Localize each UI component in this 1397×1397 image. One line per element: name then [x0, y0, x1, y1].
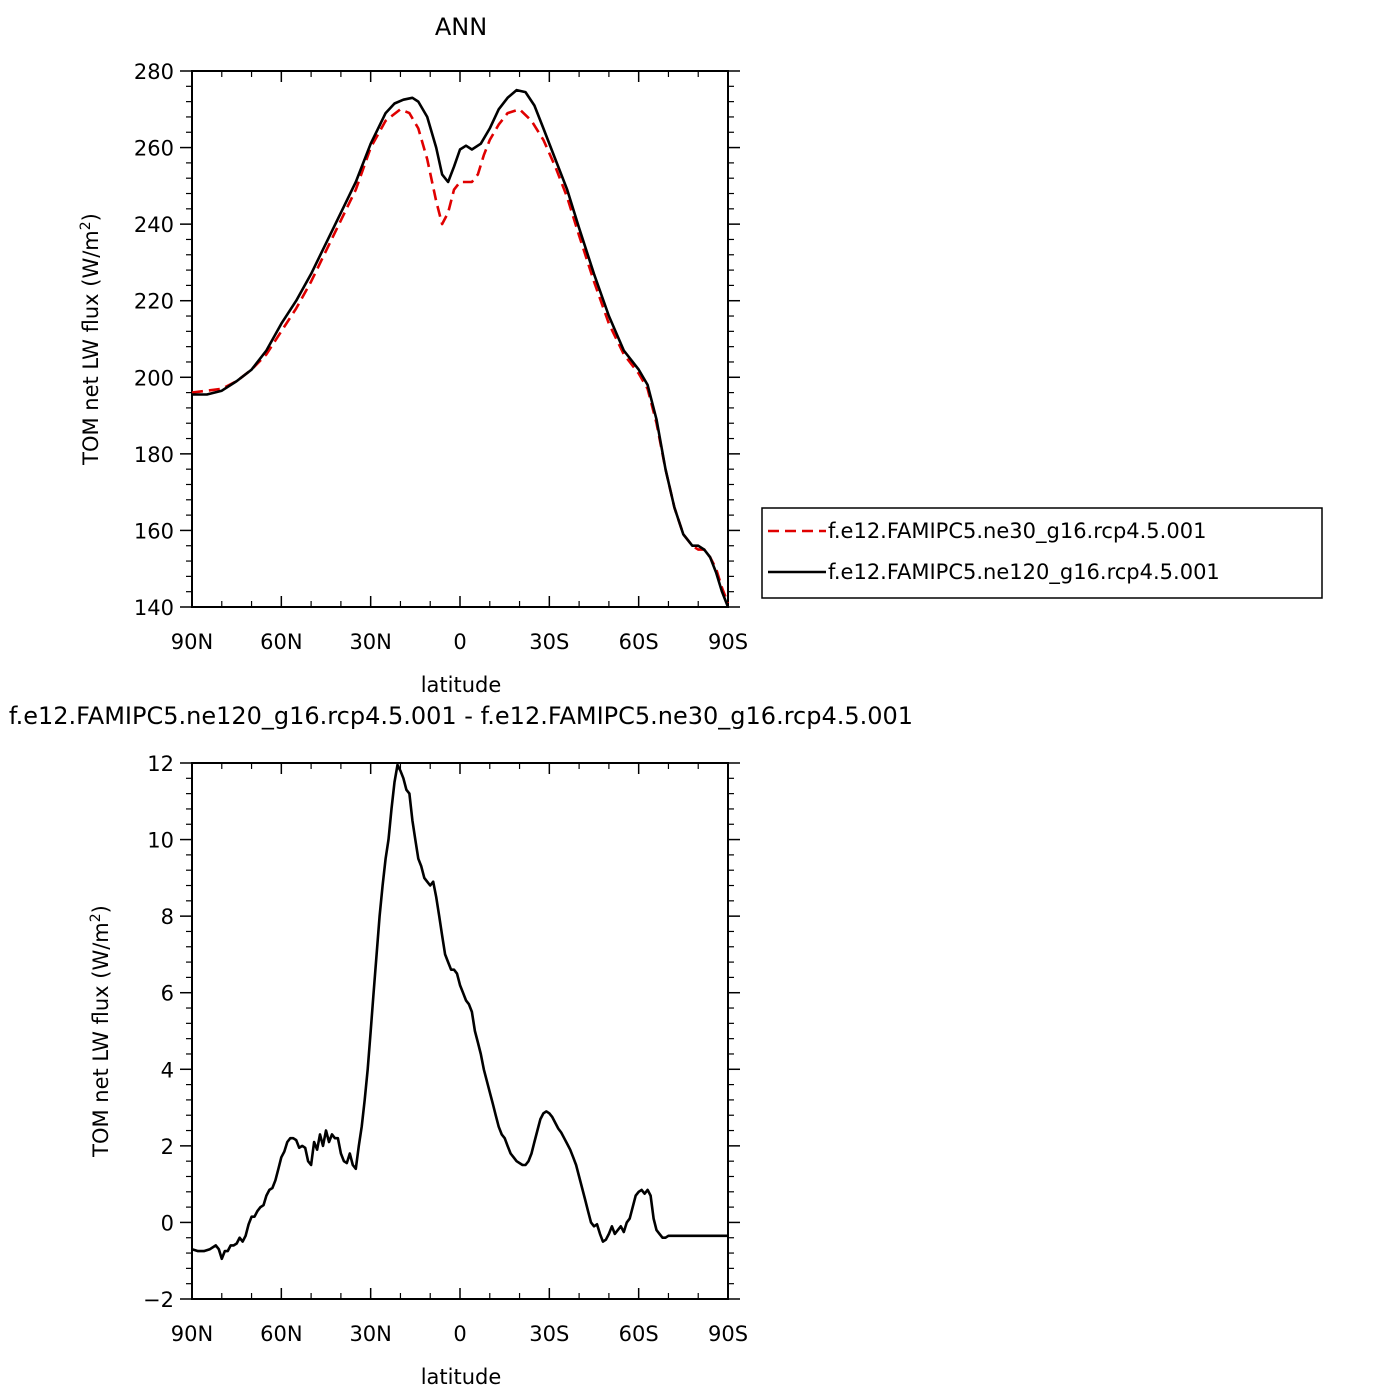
bottom-x-tick-label: 30N	[349, 1322, 391, 1346]
bottom-x-tick-label: 0	[453, 1322, 466, 1346]
top-x-tick-label: 90S	[708, 630, 748, 654]
top-x-tick-label: 0	[453, 630, 466, 654]
top-x-tick-label: 30N	[349, 630, 391, 654]
bottom-y-axis-label: TOM net LW flux (W/m2)	[88, 905, 113, 1158]
bottom-y-tick-label: 0	[161, 1211, 174, 1235]
bottom-y-label-close: )	[89, 905, 113, 913]
bottom-chart-title: f.e12.FAMIPC5.ne120_g16.rcp4.5.001 - f.e…	[9, 702, 913, 730]
top-y-tick-label: 260	[134, 137, 174, 161]
bottom-series-line-0	[191, 763, 728, 1261]
top-y-label-close: )	[79, 213, 103, 221]
legend-label-ne120: f.e12.FAMIPC5.ne120_g16.rcp4.5.001	[828, 560, 1220, 585]
top-y-tick-label: 240	[134, 213, 174, 237]
top-y-axis-label: TOM net LW flux (W/m2)	[78, 213, 103, 466]
top-series-line-1	[192, 88, 730, 608]
top-x-tick-label: 90N	[171, 630, 213, 654]
bottom-y-tick-label: 12	[147, 752, 174, 776]
bottom-plot-area: 90N 60N 30N 0 30S 60S 90S −2 0 2 4 6 8 10 12	[143, 752, 748, 1346]
bottom-y-tick-label: −2	[143, 1288, 174, 1312]
bottom-y-tick-label: 4	[161, 1058, 174, 1082]
top-y-label-main: TOM net LW flux (W/m	[79, 230, 103, 466]
bottom-y-label-main: TOM net LW flux (W/m	[89, 922, 113, 1158]
bottom-panel: f.e12.FAMIPC5.ne120_g16.rcp4.5.001 - f.e…	[9, 702, 913, 1389]
bottom-x-tick-label: 90N	[171, 1322, 213, 1346]
bottom-y-tick-label: 6	[161, 982, 174, 1006]
top-y-label-sup: 2	[78, 221, 94, 230]
top-x-tick-label: 60N	[260, 630, 302, 654]
bottom-y-tick-label: 8	[161, 905, 174, 929]
top-chart-title: ANN	[435, 13, 487, 41]
top-y-tick-label: 200	[134, 366, 174, 390]
top-y-tick-label: 180	[134, 443, 174, 467]
bottom-frame	[191, 762, 729, 1300]
top-y-tick-label: 280	[134, 60, 174, 84]
legend-box	[761, 507, 1323, 599]
bottom-x-tick-label: 60S	[619, 1322, 659, 1346]
bottom-x-tick-label: 60N	[260, 1322, 302, 1346]
top-y-tick-label: 220	[134, 290, 174, 314]
legend-label-ne30: f.e12.FAMIPC5.ne30_g16.rcp4.5.001	[828, 519, 1206, 544]
top-series-line-0	[191, 108, 730, 604]
top-panel: ANN 90N 60N 30N 0 30S 60S 90S 140 160 180 200 220 24…	[78, 13, 748, 697]
bottom-x-tick-label: 30S	[529, 1322, 569, 1346]
top-x-axis-label: latitude	[421, 673, 502, 697]
bottom-y-tick-label: 10	[147, 829, 174, 853]
top-x-tick-label: 30S	[529, 630, 569, 654]
bottom-x-tick-label: 90S	[708, 1322, 748, 1346]
bottom-y-tick-label: 2	[161, 1135, 174, 1159]
legend: f.e12.FAMIPC5.ne30_g16.rcp4.5.001 f.e12.…	[761, 507, 1323, 599]
top-y-tick-label: 160	[134, 519, 174, 543]
top-plot-area: 90N 60N 30N 0 30S 60S 90S 140 160 180 200 220 240 260…	[134, 60, 748, 654]
top-y-tick-label: 140	[134, 596, 174, 620]
bottom-y-label-sup: 2	[88, 913, 104, 922]
top-x-tick-label: 60S	[619, 630, 659, 654]
bottom-x-axis-label: latitude	[421, 1365, 502, 1389]
